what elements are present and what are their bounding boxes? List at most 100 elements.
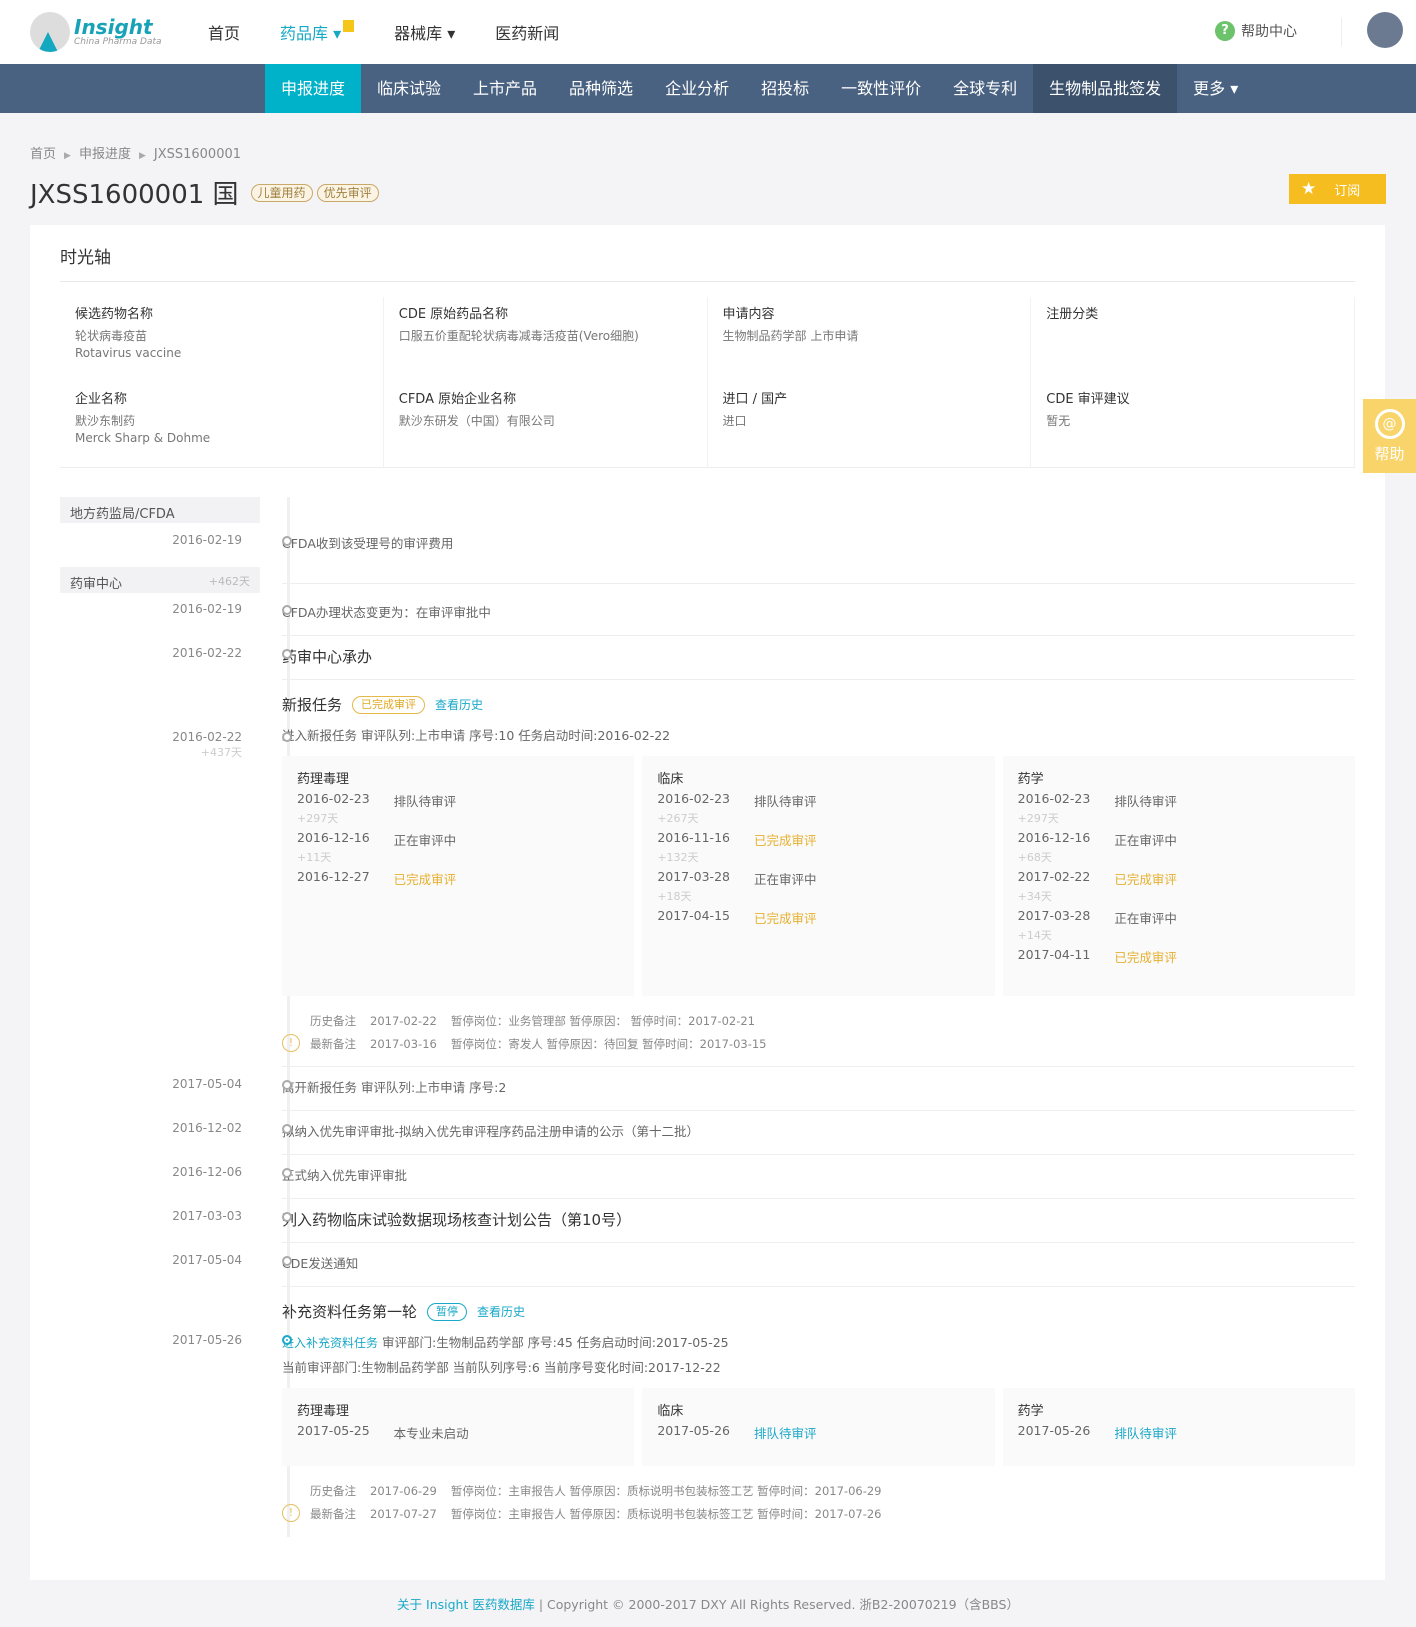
timeline-dot [282,1256,292,1266]
float-help-button[interactable]: @ 帮助 [1363,399,1416,473]
view-history-link[interactable]: 查看历史 [435,698,484,712]
event-text: 列入药物临床试验数据现场核查计划公告（第10号） [282,1199,1355,1243]
timeline-dot [282,1212,292,1222]
step-days-text: +132天 [657,851,699,864]
tab-clinical-trials[interactable]: 临床试验 [377,79,442,98]
tag-priority: 优先审评 [316,183,379,202]
step-row: 2016-02-23 排队待审评 [1018,791,1340,810]
nav-news[interactable]: 医药新闻 [495,24,560,43]
review-panel: 药学 2016-02-23 排队待审评 +297天 2016-12-16 正在审评中 +68… [1002,756,1355,996]
view-history-link[interactable]: 查看历史 [477,1305,526,1319]
section-cfda: 地方药监局/CFDA [60,497,260,523]
tab-company-analysis[interactable]: 企业分析 [665,79,730,98]
step-date: 2017-03-28 [657,869,730,884]
step-status: 正在审评中 [1114,911,1177,926]
nav-home[interactable]: 首页 [208,24,241,43]
step-days-text: +297天 [297,812,339,825]
step-date: 2016-12-16 [1017,830,1091,845]
step-days-text: +68天 [1017,851,1052,864]
info-label: CDE 原始药品名称 [398,307,509,322]
breadcrumb-current: JXSS1600001 [153,147,242,162]
note-text: 暂停岗位：业务管理部 暂停原因： 暂停时间：2017-02-21 [450,1014,755,1028]
event-date: 2017-05-26 [172,1333,242,1347]
step-date: 2017-05-26 [657,1423,730,1438]
info-value: 默沙东制药 [75,414,136,428]
breadcrumb-home[interactable]: 首页 [30,147,57,162]
event-text: CDE发送通知 [282,1243,1355,1287]
step-days: +14天 [1018,927,1340,947]
help-label: 帮助中心 [1241,24,1297,40]
step-days: +297天 [297,810,619,830]
timeline-dot [282,1168,292,1178]
step-row: 2016-02-23 排队待审评 [657,791,979,810]
step-status: 本专业未启动 [393,1426,469,1441]
info-label: CFDA 原始企业名称 [398,392,517,407]
info-value: 默沙东研发（中国）有限公司 [398,414,555,428]
question-icon: ? [1215,21,1235,41]
section-title: 时光轴 [60,248,111,268]
timeline-event: 2017-05-04 离开新报任务 审评队列:上市申请 序号:2 [60,1067,1355,1111]
timeline-event: 2016-02-19 CFDA办理状态变更为：在审评审批中 [60,592,1355,636]
step-date: 2016-11-16 [657,830,730,845]
step-row: 2017-05-26 排队待审评 [657,1423,979,1442]
logo[interactable]: Insight China Pharma Data [30,12,162,52]
event-text: CFDA办理状态变更为：在审评审批中 [282,592,1355,636]
step-days [297,1442,619,1448]
float-help-label: 帮助 [1374,445,1405,463]
task-supplement: 2017-05-26 补充资料任务第一轮 暂停 查看历史 进入补充资料任务 审评部门… [60,1287,1355,1536]
info-cell: 候选药物名称 轮状病毒疫苗 Rotavirus vaccine [60,297,384,382]
step-status: 已完成审评 [753,833,817,848]
info-value: 暂无 [1046,414,1071,428]
tab-more[interactable]: 更多 ▾ [1193,79,1239,98]
review-panel: 药学 2017-05-26 排队待审评 [1002,1388,1355,1466]
tab-marketed-products[interactable]: 上市产品 [473,79,538,98]
note-text: 暂停岗位：主审报告人 暂停原因：质标说明书包装标签工艺 暂停时间：2017-06… [450,1484,882,1498]
breadcrumb-progress[interactable]: 申报进度 [78,147,131,162]
panel-title: 药学 [1017,772,1044,787]
info-label: 申请内容 [722,307,775,322]
timeline-event: 2016-02-19 CFDA收到该受理号的审评费用 [60,523,1355,583]
review-panel: 药理毒理 2016-02-23 排队待审评 +297天 2016-12-16 正在审评中 +… [282,756,635,996]
about-link[interactable]: 关于 Insight 医药数据库 [397,1597,535,1612]
event-date: 2016-02-19 [172,533,242,547]
logo-subtitle: China Pharma Data [74,37,162,47]
help-center-link[interactable]: ? 帮助中心 [1215,21,1297,41]
tab-bidding[interactable]: 招投标 [761,79,810,98]
nav-device-db[interactable]: 器械库 ▾ [394,24,456,43]
subscribe-button[interactable]: ★ 订阅 [1289,174,1386,204]
timeline-spine [287,497,290,1537]
tab-variety-screening[interactable]: 品种筛选 [569,79,634,98]
step-date: 2017-03-28 [1017,908,1091,923]
info-cell: CDE 审评建议 暂无 [1031,382,1355,467]
step-days [297,888,619,894]
step-status: 正在审评中 [393,833,457,848]
info-value: Rotavirus vaccine [75,346,182,360]
step-days: +11天 [297,849,619,869]
warning-icon: ! [282,1034,300,1052]
tab-patents[interactable]: 全球专利 [953,79,1018,98]
nav-drug-db[interactable]: 药品库 ▾ [280,20,355,44]
step-days-text: +34天 [1017,890,1052,903]
event-date: 2016-02-22 [172,730,242,744]
review-panel: 临床 2016-02-23 排队待审评 +267天 2016-11-16 已完成审评 +13… [642,756,995,996]
timeline-event: 2016-12-06 正式纳入优先审评审批 [60,1155,1355,1199]
tab-consistency[interactable]: 一致性评价 [841,79,922,98]
logo-title: Insight [74,15,153,39]
enter-task-link[interactable]: 进入补充资料任务 [282,1336,379,1350]
step-row: 2016-11-16 已完成审评 [657,830,979,849]
info-cell: 企业名称 默沙东制药 Merck Sharp & Dohme [60,382,384,467]
step-row: 2016-02-23 排队待审评 [297,791,619,810]
step-row: 2017-04-15 已完成审评 [657,908,979,927]
step-date: 2016-02-23 [657,791,730,806]
step-days [657,1442,979,1448]
avatar[interactable] [1367,12,1403,48]
note-label: 最新备注 [310,1507,356,1521]
event-date: 2016-02-22 [172,646,242,660]
step-status: 已完成审评 [1114,872,1177,887]
step-date: 2017-05-26 [1017,1423,1091,1438]
tab-filing-progress[interactable]: 申报进度 [265,64,362,113]
note-row: 最新备注 2017-07-27 暂停岗位：主审报告人 暂停原因：质标说明书包装标签工… [310,1503,1355,1526]
tab-biologics[interactable]: 生物制品批签发 [1033,64,1178,113]
status-badge: 已完成审评 [352,695,426,714]
step-days-text: +267天 [657,812,699,825]
